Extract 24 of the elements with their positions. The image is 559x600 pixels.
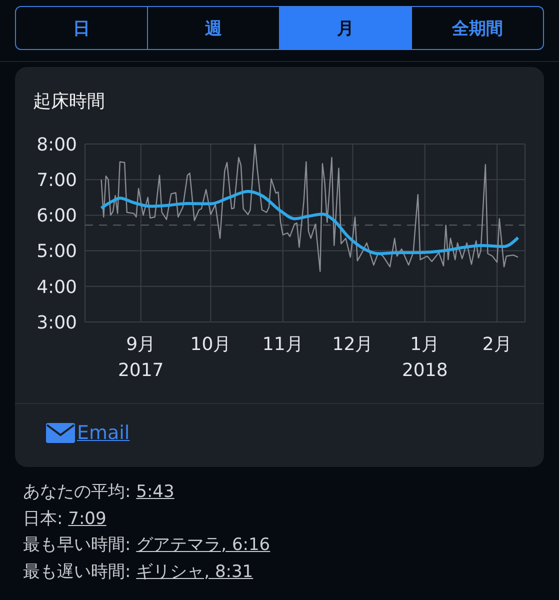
y-tick-label: 5:00	[36, 241, 77, 262]
text: 月	[279, 7, 411, 49]
chart-title: 起床時間	[33, 90, 105, 113]
line-series	[100, 144, 519, 272]
y-tick-label: 3:00	[36, 312, 77, 334]
line-series	[100, 190, 520, 256]
y-tick-label: 4:00	[36, 276, 77, 298]
text: 日	[72, 18, 91, 40]
y-tick-label: 7:00	[36, 170, 77, 191]
x-tick-label: 10月	[190, 334, 232, 355]
x-tick-label: 12月	[332, 334, 374, 355]
x-tick-label: 2月	[482, 334, 512, 355]
text: 最も遅い時間: ギリシャ, 8:31	[23, 560, 254, 584]
y-tick-label: 8:00	[36, 134, 77, 156]
text: 最も早い時間: グアテマラ, 6:16	[23, 534, 270, 557]
text: 全期間	[411, 7, 543, 49]
text: 日本: 7:09	[23, 508, 108, 530]
x-tick-label: 9月 2017	[118, 334, 164, 381]
text: 週	[147, 7, 279, 49]
x-tick-label: 1月 2018	[402, 334, 448, 381]
text: Email	[77, 422, 130, 444]
y-tick-label: 6:00	[36, 206, 77, 227]
x-tick-label: 11月	[262, 334, 304, 355]
text: あなたの平均: 5:43	[23, 481, 176, 504]
